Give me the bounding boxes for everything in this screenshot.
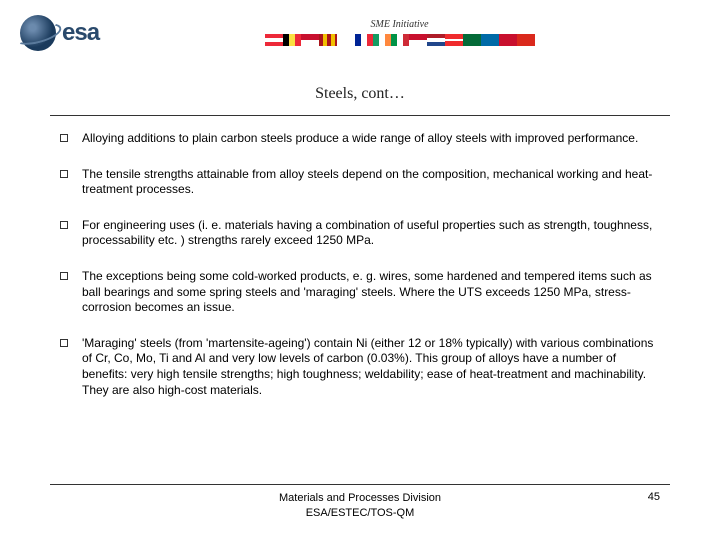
bullet-square-icon	[60, 272, 68, 280]
header-center: SME Initiative	[99, 19, 700, 46]
bullet-text: The tensile strengths attainable from al…	[82, 167, 660, 198]
flag-icon	[409, 34, 427, 46]
flag-icon	[463, 34, 481, 46]
flag-icon	[499, 34, 517, 46]
slide-title: Steels, cont…	[0, 85, 720, 103]
header-subtitle: SME Initiative	[371, 19, 429, 30]
bullet-text: 'Maraging' steels (from 'martensite-agei…	[82, 336, 660, 398]
flag-icon	[427, 34, 445, 46]
flag-icon	[445, 34, 463, 46]
page-number: 45	[648, 491, 660, 503]
flag-icon	[481, 34, 499, 46]
header: esa SME Initiative	[0, 0, 720, 60]
flag-icon	[283, 34, 301, 46]
footer-line1: Materials and Processes Division	[279, 491, 441, 505]
flag-icon	[373, 34, 391, 46]
content-area: Alloying additions to plain carbon steel…	[0, 116, 720, 398]
bullet-square-icon	[60, 339, 68, 347]
bullet-text: Alloying additions to plain carbon steel…	[82, 131, 638, 147]
flags-row	[265, 34, 535, 46]
footer: Materials and Processes Division ESA/EST…	[0, 484, 720, 520]
flag-icon	[319, 34, 337, 46]
list-item: The exceptions being some cold-worked pr…	[60, 269, 660, 316]
flag-icon	[337, 34, 355, 46]
esa-logo: esa	[20, 15, 99, 51]
list-item: 'Maraging' steels (from 'martensite-agei…	[60, 336, 660, 398]
flag-icon	[517, 34, 535, 46]
bullet-square-icon	[60, 134, 68, 142]
footer-text: Materials and Processes Division ESA/EST…	[279, 491, 441, 520]
flag-icon	[301, 34, 319, 46]
list-item: Alloying additions to plain carbon steel…	[60, 131, 660, 147]
bullet-square-icon	[60, 221, 68, 229]
flag-icon	[265, 34, 283, 46]
footer-content: Materials and Processes Division ESA/EST…	[50, 491, 670, 520]
list-item: For engineering uses (i. e. materials ha…	[60, 218, 660, 249]
logo-globe-icon	[20, 15, 56, 51]
flag-icon	[391, 34, 409, 46]
bullet-text: For engineering uses (i. e. materials ha…	[82, 218, 660, 249]
logo-text: esa	[62, 19, 99, 47]
flag-icon	[355, 34, 373, 46]
footer-line2: ESA/ESTEC/TOS-QM	[279, 506, 441, 520]
footer-divider	[50, 484, 670, 485]
list-item: The tensile strengths attainable from al…	[60, 167, 660, 198]
bullet-square-icon	[60, 170, 68, 178]
bullet-text: The exceptions being some cold-worked pr…	[82, 269, 660, 316]
